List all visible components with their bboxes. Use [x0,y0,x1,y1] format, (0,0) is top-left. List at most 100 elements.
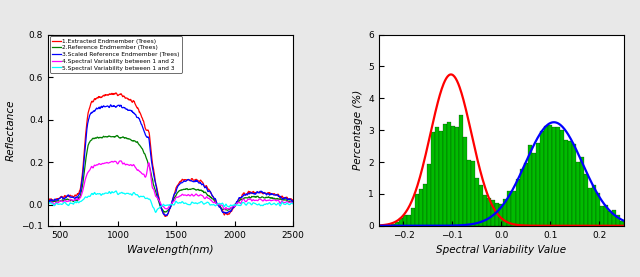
Bar [427,164,431,226]
1.Extracted Endmember (Trees) [88,101,95,104]
3.Scaled Reference Endmember (Trees) [209,194,216,197]
3.Scaled Reference Endmember (Trees) [107,103,115,106]
1.Extracted Endmember (Trees) [289,199,297,203]
Bar [600,206,604,226]
Bar [588,188,592,226]
Line: 2.Reference Endmember (Trees): 2.Reference Endmember (Trees) [48,135,293,212]
1.Extracted Endmember (Trees) [161,215,169,218]
Bar [532,153,536,226]
2.Reference Endmember (Trees) [113,134,121,137]
Line: 3.Scaled Reference Endmember (Trees): 3.Scaled Reference Endmember (Trees) [48,105,293,216]
Bar [492,200,495,226]
Bar [612,210,616,226]
3.Scaled Reference Endmember (Trees) [88,111,95,114]
Bar [543,126,548,226]
X-axis label: Wavelength(nm): Wavelength(nm) [127,245,214,255]
5.Spectral Variability between 1 and 3 [112,189,120,193]
Y-axis label: Reflectance: Reflectance [6,99,16,161]
Bar [439,131,443,226]
Bar [387,225,391,226]
3.Scaled Reference Endmember (Trees) [189,180,197,183]
X-axis label: Spectral Variability Value: Spectral Variability Value [436,245,566,255]
Bar [488,198,492,226]
5.Spectral Variability between 1 and 3 [289,202,297,206]
5.Spectral Variability between 1 and 3 [230,204,237,207]
Bar [608,211,612,226]
Legend: 1.Extracted Endmember (Trees), 2.Reference Endmember (Trees), 3.Scaled Reference: 1.Extracted Endmember (Trees), 2.Referen… [50,36,182,73]
Bar [527,145,532,226]
1.Extracted Endmember (Trees) [209,195,216,198]
Bar [515,179,520,226]
Bar [476,178,479,226]
3.Scaled Reference Endmember (Trees) [289,200,297,204]
4.Spectral Variability between 1 and 2 [189,194,196,197]
Bar [572,144,576,226]
3.Scaled Reference Endmember (Trees) [230,206,237,209]
Bar [580,157,584,226]
Line: 1.Extracted Endmember (Trees): 1.Extracted Endmember (Trees) [48,93,293,216]
Bar [411,208,415,226]
Bar [560,130,564,226]
Bar [616,215,620,226]
Bar [460,116,463,226]
5.Spectral Variability between 1 and 3 [107,192,115,195]
4.Spectral Variability between 1 and 2 [156,199,163,202]
Bar [620,220,624,226]
Bar [592,185,596,226]
Line: 4.Spectral Variability between 1 and 2: 4.Spectral Variability between 1 and 2 [48,161,293,210]
Bar [499,204,504,226]
5.Spectral Variability between 1 and 3 [156,206,164,209]
2.Reference Endmember (Trees) [88,138,95,142]
Bar [495,202,499,226]
Bar [504,199,508,226]
Bar [596,193,600,226]
1.Extracted Endmember (Trees) [107,93,115,96]
5.Spectral Variability between 1 and 3 [88,192,95,196]
3.Scaled Reference Endmember (Trees) [108,104,115,108]
4.Spectral Variability between 1 and 2 [289,202,297,205]
2.Reference Endmember (Trees) [156,201,163,205]
Bar [403,215,407,226]
Bar [584,174,588,226]
Bar [548,125,552,226]
Bar [508,191,511,226]
Bar [520,169,524,226]
2.Reference Endmember (Trees) [230,206,237,209]
Bar [568,141,572,226]
Bar [556,127,560,226]
2.Reference Endmember (Trees) [209,197,216,201]
4.Spectral Variability between 1 and 2 [88,165,95,168]
Bar [383,225,387,226]
5.Spectral Variability between 1 and 3 [209,203,216,206]
Bar [524,163,527,226]
Bar [423,184,427,226]
Bar [391,224,395,226]
Bar [395,222,399,226]
1.Extracted Endmember (Trees) [112,91,120,94]
5.Spectral Variability between 1 and 3 [189,201,197,205]
1.Extracted Endmember (Trees) [156,198,163,201]
1.Extracted Endmember (Trees) [230,206,237,209]
3.Scaled Reference Endmember (Trees) [44,201,52,204]
Y-axis label: Percentage (%): Percentage (%) [353,90,363,170]
Bar [483,195,488,226]
2.Reference Endmember (Trees) [161,211,168,214]
1.Extracted Endmember (Trees) [189,178,197,182]
2.Reference Endmember (Trees) [289,201,297,204]
Bar [536,143,540,226]
Bar [471,161,476,226]
4.Spectral Variability between 1 and 2 [208,200,216,203]
Bar [415,194,419,226]
4.Spectral Variability between 1 and 2 [107,160,115,163]
5.Spectral Variability between 1 and 3 [152,211,159,214]
3.Scaled Reference Endmember (Trees) [163,214,170,217]
Bar [479,185,483,226]
Bar [604,205,608,226]
Bar [455,127,460,226]
Bar [463,137,467,226]
2.Reference Endmember (Trees) [189,187,197,190]
4.Spectral Variability between 1 and 2 [116,159,124,163]
Bar [552,127,556,226]
Bar [451,126,455,226]
4.Spectral Variability between 1 and 2 [221,208,228,211]
